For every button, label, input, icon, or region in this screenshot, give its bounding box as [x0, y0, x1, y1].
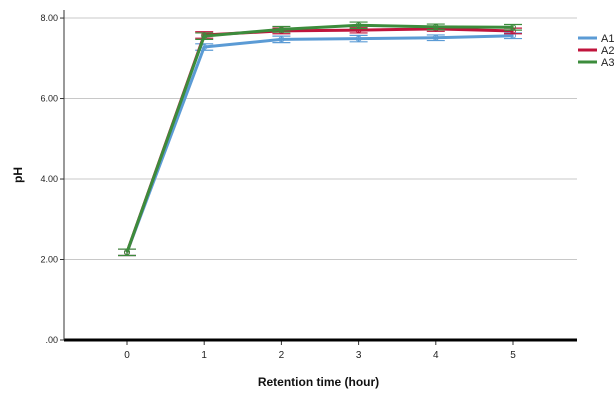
- x-tick-label: 5: [510, 350, 516, 361]
- x-tick-label: 2: [279, 350, 285, 361]
- x-axis-ticks: 0 1 2 3 4 5: [124, 340, 516, 361]
- legend-label: A2: [601, 45, 614, 57]
- x-tick-label: 1: [201, 350, 207, 361]
- series-layer: [118, 21, 522, 257]
- y-tick-label: 4.00: [40, 174, 58, 184]
- legend-label: A3: [601, 57, 614, 69]
- data-point: [355, 22, 362, 29]
- gridlines: [64, 17, 577, 261]
- x-tick-label: 3: [356, 350, 362, 361]
- series-A1: [118, 32, 522, 257]
- data-point: [432, 23, 439, 30]
- x-tick-label: 0: [124, 350, 130, 361]
- y-axis-title: pH: [11, 167, 25, 183]
- data-point: [278, 36, 285, 43]
- y-tick-label: 6.00: [40, 94, 58, 104]
- data-point: [355, 35, 362, 42]
- y-tick-label: 8.00: [40, 13, 58, 23]
- series-line: [125, 34, 514, 253]
- x-axis-title: Retention time (hour): [258, 375, 379, 389]
- y-tick-label: .00: [45, 335, 58, 345]
- data-point: [510, 24, 516, 31]
- legend-label: A1: [601, 33, 614, 45]
- data-point: [432, 34, 439, 41]
- series-line: [125, 23, 514, 253]
- data-point: [278, 26, 285, 33]
- series-line: [125, 27, 514, 253]
- data-point: [201, 33, 208, 40]
- series-A2: [118, 25, 522, 257]
- y-tick-label: 2.00: [40, 255, 58, 265]
- series-A3: [118, 21, 522, 257]
- x-tick-label: 4: [433, 350, 439, 361]
- data-point: [124, 249, 130, 256]
- y-axis-ticks: .00 2.00 4.00 6.00 8.00: [40, 13, 64, 345]
